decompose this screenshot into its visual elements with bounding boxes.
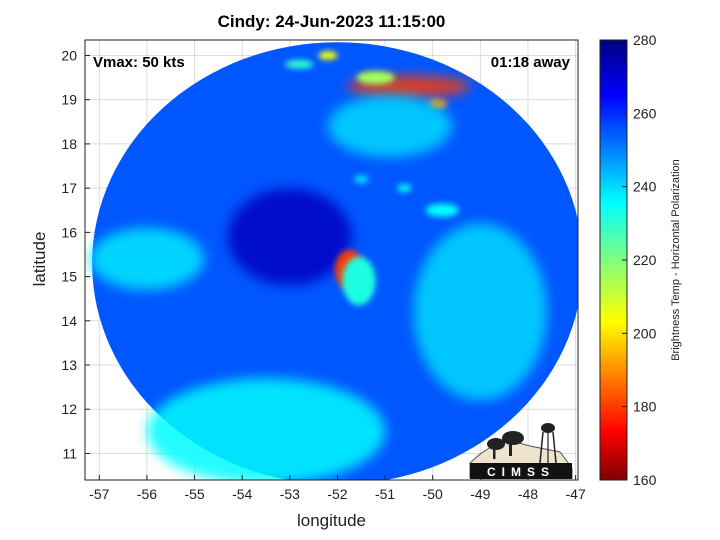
brightness-feature [425, 203, 459, 217]
brightness-feature [318, 51, 338, 60]
x-tick-label: -52 [327, 486, 347, 502]
logo-text: CIMSS [487, 465, 555, 479]
satellite-dish-icon [487, 438, 505, 450]
y-tick-label: 19 [61, 92, 77, 108]
y-tick-label: 12 [61, 401, 77, 417]
colorbar-tick-label: 240 [633, 179, 657, 195]
brightness-feature [327, 95, 452, 158]
x-tick-label: -55 [184, 486, 204, 502]
colorbar-label: Brightness Temp - Horizontal Polarizatio… [670, 159, 682, 361]
y-tick-label: 20 [61, 47, 77, 63]
colorbar-tick-label: 280 [633, 32, 657, 48]
x-tick-label: -47 [566, 486, 586, 502]
brightness-feature [396, 183, 412, 193]
vmax-annotation: Vmax: 50 kts [93, 54, 185, 71]
brightness-feature [227, 188, 352, 286]
x-tick-label: -51 [375, 486, 395, 502]
x-axis-label: longitude [296, 511, 366, 530]
satellite-dish-icon [502, 431, 524, 445]
water-tower-icon [541, 423, 555, 433]
cimss-logo: CIMSS [469, 423, 573, 479]
x-axis-ticks: -57 -56 -55 -54 -53 -52 -51 -50 -49 -48 -47 [89, 475, 586, 502]
x-tick-label: -53 [280, 486, 300, 502]
y-tick-label: 17 [61, 180, 77, 196]
x-tick-label: -57 [89, 486, 109, 502]
brightness-feature [89, 227, 205, 290]
colorbar-tick-label: 220 [633, 252, 657, 268]
time-away-annotation: 01:18 away [490, 54, 570, 71]
y-tick-label: 18 [61, 136, 77, 152]
colorbar-tick-label: 260 [633, 105, 657, 121]
brightness-feature [342, 256, 376, 306]
x-tick-label: -56 [137, 486, 157, 502]
brightness-feature [354, 174, 369, 184]
swath [89, 42, 578, 480]
y-tick-label: 15 [61, 269, 77, 285]
colorbar-tick-label: 200 [633, 325, 657, 341]
y-axis-ticks: 11 12 13 14 15 16 17 18 19 20 [61, 47, 90, 461]
brightness-feature [285, 59, 314, 69]
colorbar-ticks: 160 180 200 220 240 260 280 [622, 32, 657, 488]
chart-title: Cindy: 24-Jun-2023 11:15:00 [217, 12, 446, 31]
x-tick-label: -54 [232, 486, 252, 502]
x-tick-label: -50 [423, 486, 443, 502]
y-tick-label: 11 [62, 445, 77, 461]
brightness-feature [146, 378, 386, 480]
brightness-feature [413, 223, 548, 401]
brightness-feature [356, 70, 395, 85]
colorbar-tick-label: 160 [633, 472, 657, 488]
y-axis-label: latitude [30, 231, 49, 287]
y-tick-label: 13 [61, 357, 77, 373]
colorbar-tick-label: 180 [633, 399, 657, 415]
x-tick-label: -48 [518, 486, 538, 502]
y-tick-label: 16 [61, 224, 77, 240]
y-tick-label: 14 [61, 313, 77, 329]
x-tick-label: -49 [470, 486, 490, 502]
